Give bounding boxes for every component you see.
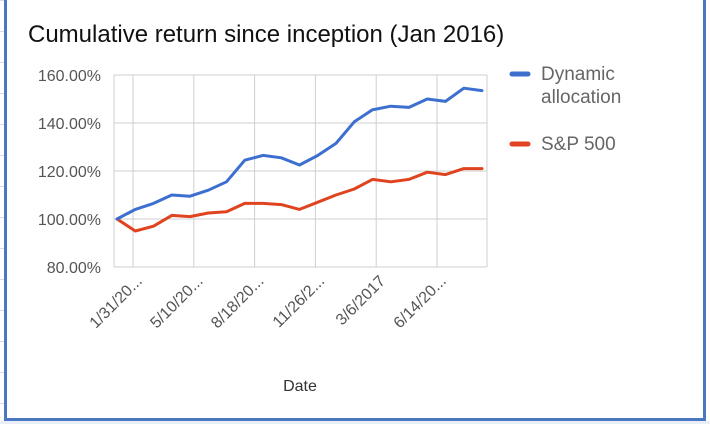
- chart-card: [4, 0, 706, 421]
- x-tick-label: 5/10/20...: [147, 273, 206, 332]
- y-tick-label: 120.00%: [38, 164, 101, 181]
- chart-legend: Dynamic allocation S&P 500: [509, 64, 621, 155]
- y-tick-label: 140.00%: [38, 116, 101, 133]
- y-axis-ticks: 80.00% 100.00% 120.00% 140.00% 160.00%: [38, 68, 101, 277]
- window-edge-ticks: [0, 0, 4, 424]
- chart-title: Cumulative return since inception (Jan 2…: [28, 21, 504, 48]
- legend-label: S&P 500: [541, 134, 616, 155]
- y-tick-label: 100.00%: [38, 212, 101, 229]
- x-axis-ticks: 1/31/20... 5/10/20... 8/18/20... 11/26/2...…: [87, 273, 450, 332]
- series-line: [115, 167, 484, 233]
- x-tick-label: 8/18/20...: [208, 273, 267, 332]
- x-tick-label: 1/31/20...: [87, 273, 146, 332]
- chart-grid: [113, 74, 488, 268]
- chart-series: [115, 86, 484, 233]
- series-line: [115, 86, 484, 221]
- x-axis-title: Date: [283, 378, 317, 395]
- y-tick-label: 160.00%: [38, 68, 101, 85]
- legend-label: Dynamic allocation: [541, 64, 621, 108]
- y-tick-label: 80.00%: [47, 260, 101, 277]
- card-shadow: [0, 421, 710, 424]
- x-tick-label: 11/26/2...: [270, 273, 328, 331]
- x-tick-label: 3/6/2017: [333, 273, 389, 329]
- x-tick-label: 6/14/20...: [391, 273, 450, 332]
